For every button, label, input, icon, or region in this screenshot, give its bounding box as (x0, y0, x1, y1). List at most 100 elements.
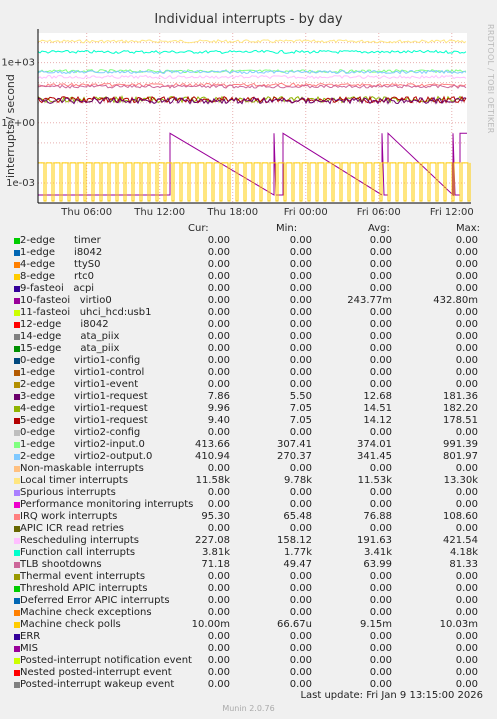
legend-avg-value: 0.00 (369, 655, 392, 666)
legend-avg-value: 0.00 (369, 427, 392, 438)
legend-row: 4-edge virtio1-request 9.96 7.05 14.51 182.2… (0, 403, 497, 415)
legend-label: Non-maskable interrupts (20, 463, 144, 474)
legend-max-value: 0.00 (455, 343, 478, 354)
legend-label: 3-edge virtio1-request (20, 391, 148, 402)
legend-min-value: 0.00 (289, 523, 312, 534)
legend-min-value: 0.00 (289, 379, 312, 390)
legend-label: Posted-interrupt notification event (20, 655, 192, 666)
legend-row: 12-edge i8042 0.00 0.00 0.00 0.00 (0, 319, 497, 331)
legend-swatch (14, 490, 20, 496)
legend-min-value: 0.00 (289, 571, 312, 582)
legend-max-value: 0.00 (455, 331, 478, 342)
legend-cur-value: 0.00 (207, 307, 230, 318)
legend-min-value: 0.00 (289, 367, 312, 378)
legend-min-value: 307.41 (277, 439, 312, 450)
legend-avg-value: 0.00 (369, 523, 392, 534)
legend-row: Posted-interrupt notification event 0.00 0… (0, 655, 497, 667)
legend-cur-value: 0.00 (207, 667, 230, 678)
legend-swatch (14, 622, 20, 628)
legend-avg-value: 0.00 (369, 355, 392, 366)
legend-row: Performance monitoring interrupts 0.00 0.0… (0, 499, 497, 511)
legend-cur-value: 0.00 (207, 319, 230, 330)
legend-swatch (14, 310, 20, 316)
legend-label: 10-fasteoi virtio0 (20, 295, 112, 306)
legend-label: Machine check polls (20, 619, 121, 630)
legend-cur-value: 0.00 (207, 655, 230, 666)
legend-row: Spurious interrupts 0.00 0.00 0.00 0.00 (0, 487, 497, 499)
legend-min-value: 0.00 (289, 283, 312, 294)
legend-swatch (14, 634, 20, 640)
legend-label: 2-edge virtio2-output.0 (20, 451, 153, 462)
legend-max-value: 0.00 (455, 355, 478, 366)
legend-min-value: 270.37 (277, 451, 312, 462)
legend-avg-value: 0.00 (369, 487, 392, 498)
legend-avg-value: 9.15m (359, 619, 392, 630)
series-line (37, 49, 467, 54)
legend-avg-value: 14.12 (363, 415, 392, 426)
series-line (37, 39, 467, 44)
series-line (38, 162, 471, 202)
legend-min-value: 0.00 (289, 667, 312, 678)
legend-row: 4-edge ttyS0 0.00 0.00 0.00 0.00 (0, 259, 497, 271)
legend-label: 2-edge virtio1-event (20, 379, 139, 390)
legend-cur-value: 0.00 (207, 595, 230, 606)
legend-cur-value: 0.00 (207, 487, 230, 498)
legend-label: 9-fasteoi acpi (20, 283, 95, 294)
series-line (37, 96, 467, 105)
legend-row: 0-edge virtio2-config 0.00 0.00 0.00 0.00 (0, 427, 497, 439)
legend-min-value: 0.00 (289, 235, 312, 246)
legend-label: 12-edge i8042 (20, 319, 109, 330)
legend-avg-value: 0.00 (369, 319, 392, 330)
legend-row: MIS 0.00 0.00 0.00 0.00 (0, 643, 497, 655)
legend-cur-value: 0.00 (207, 343, 230, 354)
legend-min-value: 0.00 (289, 463, 312, 474)
legend-min-value: 7.05 (289, 403, 312, 414)
legend-row: 11-fasteoi uhci_hcd:usb1 0.00 0.00 0.00 0.00 (0, 307, 497, 319)
x-tick-label: Thu 12:00 (133, 207, 185, 218)
legend-cur-value: 0.00 (207, 235, 230, 246)
legend-avg-value: 0.00 (369, 235, 392, 246)
legend-cur-value: 71.18 (201, 559, 230, 570)
legend-min-value: 1.77k (283, 547, 312, 558)
legend-avg-value: 0.00 (369, 367, 392, 378)
legend-max-value: 181.36 (443, 391, 478, 402)
legend-cur-value: 0.00 (207, 259, 230, 270)
legend-swatch (14, 382, 20, 388)
legend-max-value: 0.00 (455, 463, 478, 474)
legend-swatch (14, 478, 20, 484)
legend-swatch (14, 334, 20, 340)
legend-label: ERR (20, 631, 41, 642)
legend-min-value: 0.00 (289, 487, 312, 498)
legend-swatch (14, 466, 20, 472)
legend-cur-value: 9.40 (207, 415, 230, 426)
legend-row: 8-edge rtc0 0.00 0.00 0.00 0.00 (0, 271, 497, 283)
legend-min-value: 0.00 (289, 271, 312, 282)
legend-label: 2-edge timer (20, 235, 101, 246)
legend-swatch (14, 298, 20, 304)
legend-max-value: 10.03m (439, 619, 478, 630)
series-line (38, 82, 467, 88)
legend-cur-value: 0.00 (207, 463, 230, 474)
legend-max-value: 0.00 (455, 427, 478, 438)
x-tick-label: Fri 12:00 (430, 207, 474, 218)
y-tick-label: 1e+00 (1, 118, 35, 129)
legend-cur-value: 0.00 (207, 571, 230, 582)
legend-row: Function call interrupts 3.81k 1.77k 3.41k 4… (0, 547, 497, 559)
legend-avg-value: 0.00 (369, 667, 392, 678)
legend-cur-value: 0.00 (207, 679, 230, 690)
y-tick-label: 1e-03 (6, 178, 35, 189)
legend-min-value: 0.00 (289, 319, 312, 330)
legend-min-value: 0.00 (289, 607, 312, 618)
axes: Thu 06:00 Thu 12:00 Thu 18:00 Fri 00:00 Fri … (1, 29, 474, 218)
legend-max-value: 0.00 (455, 571, 478, 582)
legend-avg-value: 12.68 (363, 391, 392, 402)
legend-label: Local timer interrupts (20, 475, 129, 486)
legend-row: 2-edge timer 0.00 0.00 0.00 0.00 (0, 235, 497, 247)
legend-row: IRQ work interrupts 95.30 65.48 76.88 108.60 (0, 511, 497, 523)
legend-min-value: 0.00 (289, 655, 312, 666)
legend-avg-value: 3.41k (363, 547, 392, 558)
legend-avg-value: 0.00 (369, 247, 392, 258)
legend-swatch (14, 346, 20, 352)
legend-avg-value: 11.53k (357, 475, 392, 486)
legend-label: Thermal event interrupts (20, 571, 146, 582)
